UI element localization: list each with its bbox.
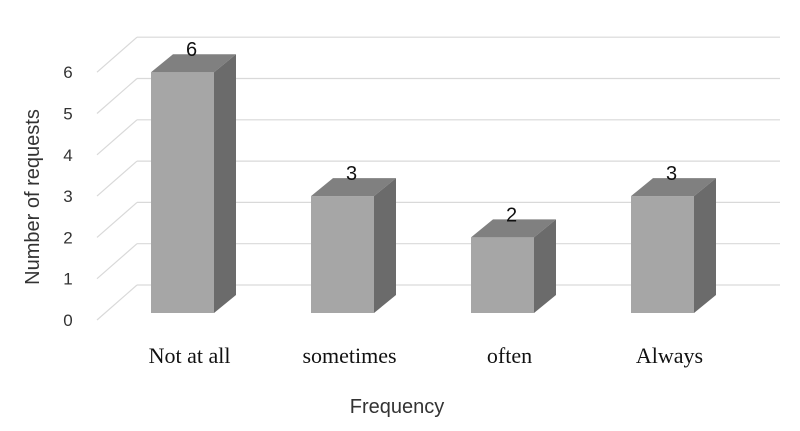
y-axis-title: Number of requests [22,109,44,285]
y-tick-label: 1 [63,270,72,289]
y-tick-label: 6 [63,63,72,82]
bar-front [151,72,214,313]
bar-top [311,178,396,197]
y-tick-label: 2 [63,228,72,247]
grid-diagonal [96,78,138,114]
data-label: 2 [506,204,517,226]
y-tick-label: 5 [63,105,72,124]
x-category-label: Not at all [149,343,231,368]
x-category-label: often [487,343,532,368]
bar [471,219,556,313]
data-label: 3 [666,163,677,185]
data-label: 6 [186,39,197,61]
grid-diagonal [96,243,138,280]
grid-diagonal [96,36,138,73]
bar-side [534,219,556,313]
bar-front [471,237,534,313]
bar-side [214,54,236,313]
grid-diagonal [96,119,138,156]
bar-front [631,196,694,313]
bar-top [631,178,716,197]
data-label: 3 [346,163,357,185]
bar [151,54,236,313]
bar-top [151,54,236,73]
bar-front [311,196,374,313]
y-tick-label: 0 [63,311,72,330]
bar-side [374,178,396,313]
bar [631,178,716,313]
y-axis-ticks: 0 1 2 3 4 5 6 [63,63,72,330]
bar-top [471,219,556,238]
bar-side [694,178,716,313]
x-category-label: sometimes [302,343,396,368]
bar [311,178,396,313]
x-axis-categories: Not at all sometimes often Always [149,343,704,368]
grid-diagonal [96,160,138,197]
data-labels: 6 3 2 3 [186,39,677,226]
y-tick-label: 3 [63,187,72,206]
y-tick-label: 4 [63,146,72,165]
gridlines [96,36,780,321]
x-axis-title: Frequency [350,396,445,418]
grid-diagonal [96,201,138,238]
x-category-label: Always [636,343,703,368]
bars [151,54,716,313]
grid-diagonal [96,284,138,321]
